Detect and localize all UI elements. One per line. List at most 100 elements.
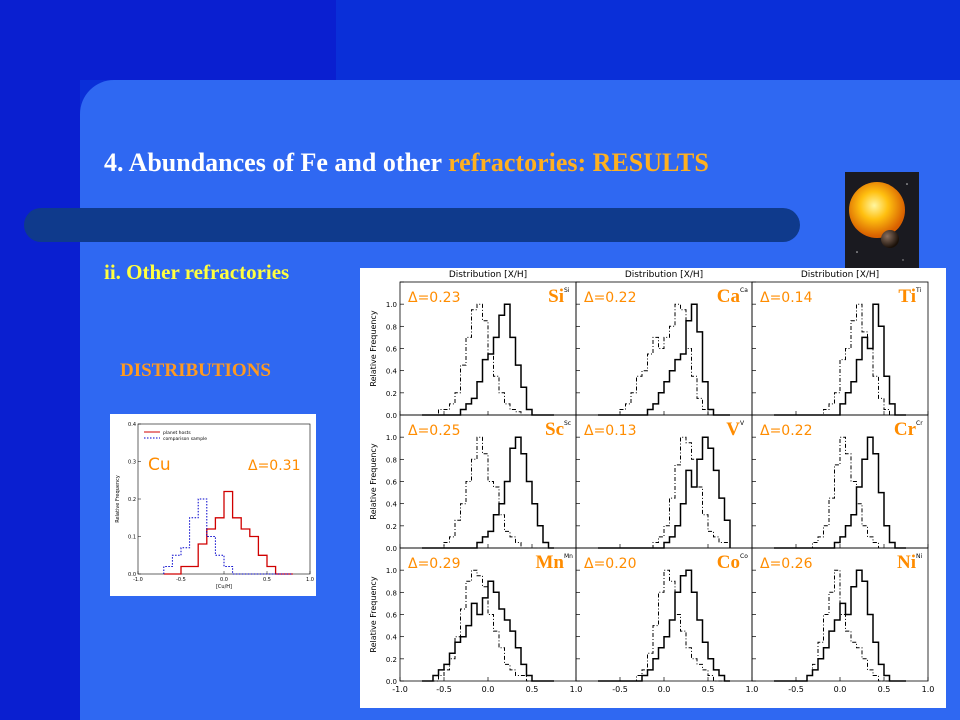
panel-ni: -0.5 0.0 0.5 1.0 Δ=0.26 Ni Ni [751,547,935,694]
element-mini-label: Mn [564,553,573,560]
x-axis-label: [Cu/H] [216,584,232,590]
x-tick-label: -1.0 [392,685,408,694]
y-axis-label: Relative Frequency [115,475,121,523]
element-label: Cr [894,419,917,440]
element-mini-label: Ni [916,553,922,560]
y-tick-label: 0.8 [386,456,397,464]
comparison-histogram [598,436,731,549]
distributions-label: DISTRIBUTIONS [120,360,271,381]
element-label: Ca [717,286,741,307]
y-tick-label: 0.2 [386,390,397,398]
x-tick-label: 0.0 [658,685,671,694]
y-tick-label: 1.0 [386,301,397,309]
x-tick-label: 0.0 [220,577,228,583]
comparison-histogram [598,303,730,416]
element-label: Ni [897,552,916,573]
column-title: Distribution [X/H] [801,270,879,280]
y-axis-label: Relative Frequency [369,310,378,386]
x-tick-label: 1.0 [746,685,759,694]
y-axis-label: Relative Frequency [369,576,378,652]
slide-title: 4. Abundances of Fe and other refractori… [104,148,709,178]
element-label: Sc [545,419,564,440]
element-mini-label: Co [740,553,748,560]
left-stripe [0,80,80,720]
y-tick-label: 0.6 [386,612,398,620]
x-tick-label: 0.5 [878,685,891,694]
cu-background [110,414,316,596]
x-tick-label: -0.5 [788,685,804,694]
delta-label: Δ=0.29 [408,556,460,572]
title-underline-bar [24,208,800,242]
x-tick-label: -0.5 [176,577,186,583]
x-tick-label: 1.0 [922,685,935,694]
element-label: V [726,419,740,440]
element-label: Co [717,552,740,573]
x-tick-label: -0.5 [612,685,628,694]
corner-block [0,0,336,80]
x-tick-label: 1.0 [570,685,583,694]
star-planet-image [845,172,919,268]
x-tick-label: 0.5 [263,577,271,583]
y-tick-label: 0.0 [128,572,136,578]
column-title: Distribution [X/H] [449,270,527,280]
panel-mn: 0.0 0.2 0.4 0.6 0.8 1.0 -1.0 -0.5 0.0 0.5 1.0 Δ=0.2… [386,547,583,694]
y-tick-label: 0.8 [386,323,397,331]
delta-label: Δ=0.25 [408,423,460,439]
hosts-histogram [774,569,906,682]
slide-subtitle: ii. Other refractories [104,260,290,284]
column-title: Distribution [X/H] [625,270,703,280]
element-mini-label: Si [564,287,570,294]
element-mini-label: Ca [740,287,748,294]
element-mini-label: V [740,420,745,427]
element-label: Si [548,286,564,307]
y-tick-label: 0.0 [386,545,397,553]
y-tick-label: 1.0 [386,567,397,575]
x-tick-label: 0.5 [702,685,715,694]
comparison-histogram [774,569,906,682]
comparison-histogram [422,303,554,416]
panel-v: Δ=0.13 V V [575,414,753,549]
y-tick-label: 0.6 [386,479,398,487]
y-tick-label: 0.0 [386,412,397,420]
element-mini-label: Ti [915,287,921,294]
y-tick-label: 0.0 [386,678,397,686]
title-highlight: refractories: RESULTS [448,148,709,177]
y-tick-label: 0.1 [128,535,136,541]
element-label: Mn [536,552,565,573]
abundance-histogram-grid: Distribution [X/H] Distribution [X/H] Dist… [360,268,946,708]
y-tick-label: 0.3 [128,460,136,466]
y-tick-label: 0.2 [386,656,397,664]
y-tick-label: 0.4 [128,422,136,428]
delta-label: Δ=0.22 [584,290,636,306]
x-tick-label: 0.0 [482,685,495,694]
y-tick-label: 0.2 [128,497,136,503]
element-label: Ti [898,286,916,307]
hosts-histogram [598,569,730,682]
comparison-histogram [598,569,730,682]
x-tick-label: 0.0 [834,685,847,694]
y-tick-label: 0.4 [386,634,398,642]
cu-element-label: Cu [148,455,171,475]
delta-label: Δ=0.20 [584,556,636,572]
delta-label: Δ=0.14 [760,290,813,306]
y-tick-label: 0.2 [386,523,397,531]
y-tick-label: 0.6 [386,346,398,354]
title-plain: 4. Abundances of Fe and other [104,148,449,177]
y-axis-label: Relative Frequency [369,443,378,519]
x-tick-label: 0.5 [526,685,539,694]
x-tick-label: -1.0 [133,577,143,583]
y-tick-label: 0.8 [386,589,397,597]
y-tick-label: 1.0 [386,434,397,442]
cu-histogram: 0.0 0.1 0.2 0.3 0.4 -1.0 -0.5 0.0 0.5 1.0 [Cu/H] Re… [110,414,316,596]
x-tick-label: 1.0 [306,577,314,583]
element-mini-label: Cr [916,420,923,427]
delta-label: Δ=0.26 [760,556,813,572]
delta-label: Δ=0.13 [584,423,636,439]
comparison-histogram [422,436,554,549]
delta-label: Δ=0.22 [760,423,812,439]
legend-entry: planet hosts [163,430,191,436]
y-tick-label: 0.4 [386,368,398,376]
cu-delta-label: Δ=0.31 [248,458,300,474]
panel-co: -0.5 0.0 0.5 1.0 Δ=0.20 Co Co [575,547,759,694]
comparison-histogram [422,569,554,682]
